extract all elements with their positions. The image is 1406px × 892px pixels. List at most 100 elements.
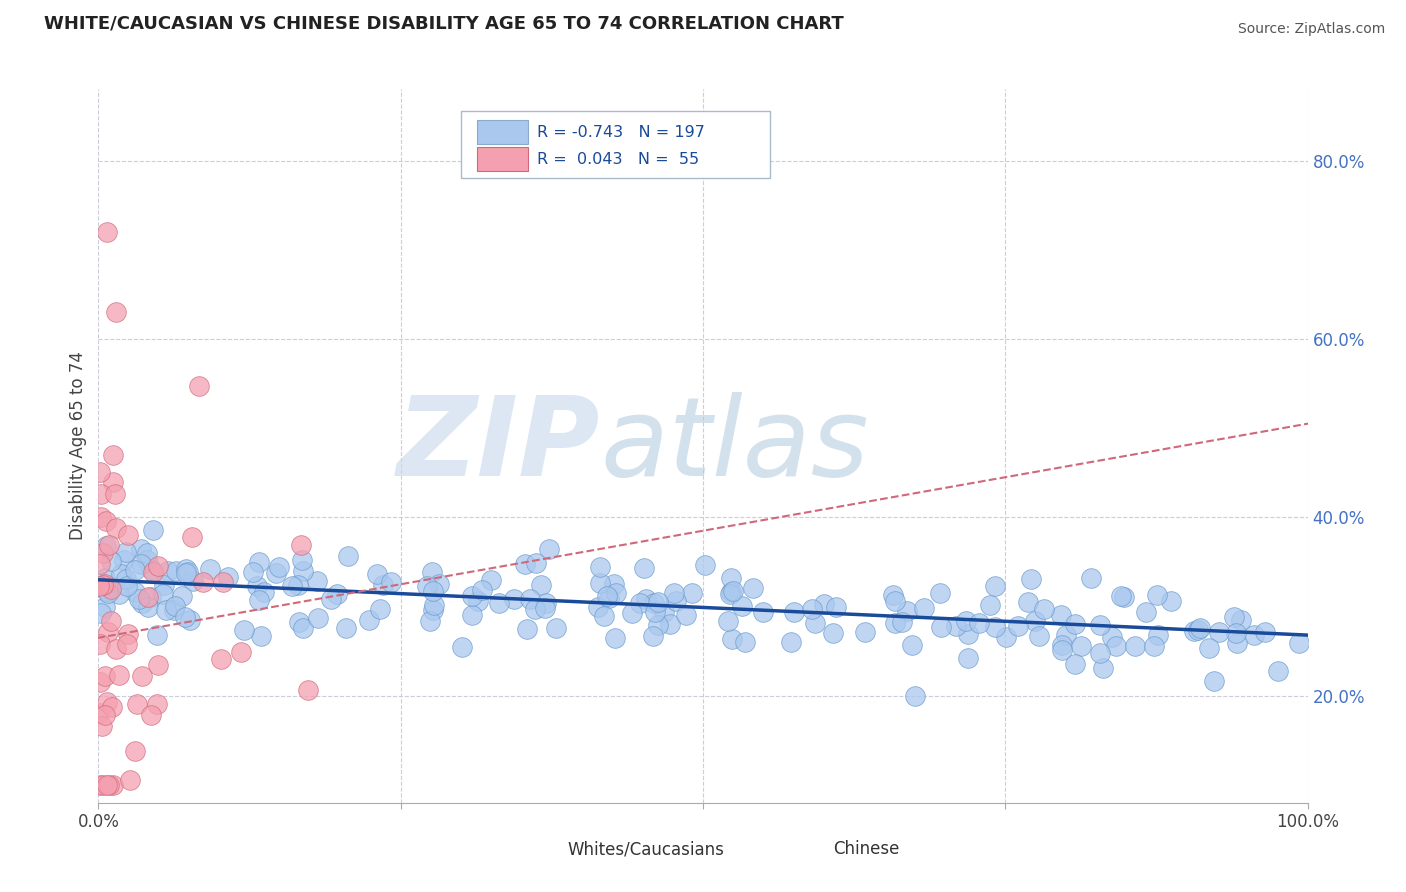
- Point: [100, 614, 122, 628]
- Point: [90, 606, 112, 620]
- Point: [94, 600, 117, 615]
- Point: [371, 578, 394, 592]
- Point: [108, 587, 131, 601]
- Point: [128, 592, 150, 607]
- Point: [628, 595, 651, 609]
- Point: [1017, 595, 1039, 609]
- Point: [281, 579, 304, 593]
- Point: [779, 634, 801, 648]
- Point: [721, 632, 744, 647]
- Point: [882, 588, 904, 602]
- Text: Source: ZipAtlas.com: Source: ZipAtlas.com: [1237, 22, 1385, 37]
- Point: [96, 695, 118, 709]
- FancyBboxPatch shape: [779, 838, 827, 860]
- Point: [1188, 621, 1211, 635]
- Point: [292, 564, 315, 578]
- Text: atlas: atlas: [600, 392, 869, 500]
- Point: [929, 585, 952, 599]
- Point: [979, 598, 1001, 612]
- Point: [108, 667, 131, 681]
- Point: [145, 697, 167, 711]
- Point: [984, 620, 1007, 634]
- Point: [644, 605, 666, 619]
- Point: [502, 592, 524, 607]
- Point: [652, 605, 675, 619]
- Point: [177, 565, 200, 579]
- Point: [647, 595, 669, 609]
- Point: [589, 576, 612, 591]
- Point: [96, 225, 118, 239]
- Point: [1114, 590, 1136, 604]
- Point: [94, 571, 117, 585]
- Point: [1007, 619, 1029, 633]
- Point: [104, 641, 127, 656]
- Point: [115, 573, 138, 587]
- Point: [173, 609, 195, 624]
- Point: [94, 708, 117, 723]
- Point: [647, 618, 669, 632]
- Point: [1088, 618, 1111, 632]
- Text: R = -0.743   N = 197: R = -0.743 N = 197: [537, 125, 706, 139]
- Point: [720, 584, 742, 599]
- Point: [139, 562, 162, 576]
- Point: [117, 528, 139, 542]
- Point: [450, 640, 472, 654]
- Point: [945, 619, 967, 633]
- Point: [1054, 628, 1077, 642]
- Point: [89, 675, 111, 690]
- Point: [534, 600, 557, 615]
- Point: [153, 578, 176, 592]
- Point: [94, 539, 117, 553]
- Point: [903, 689, 925, 703]
- FancyBboxPatch shape: [513, 838, 561, 860]
- Point: [233, 623, 256, 637]
- Point: [633, 560, 655, 574]
- Point: [253, 584, 276, 599]
- Point: [89, 466, 111, 480]
- Point: [101, 778, 124, 792]
- Point: [742, 581, 765, 595]
- Point: [1187, 624, 1209, 638]
- Point: [165, 599, 187, 613]
- Y-axis label: Disability Age 65 to 74: Disability Age 65 to 74: [69, 351, 87, 541]
- Point: [198, 561, 221, 575]
- Point: [1064, 657, 1087, 672]
- Point: [176, 566, 198, 581]
- Point: [155, 602, 177, 616]
- Point: [1135, 605, 1157, 619]
- Point: [804, 615, 827, 630]
- Point: [537, 541, 560, 556]
- Point: [1142, 639, 1164, 653]
- Point: [91, 546, 114, 560]
- Point: [782, 605, 804, 619]
- Point: [1050, 638, 1073, 652]
- Point: [290, 538, 312, 552]
- Point: [801, 602, 824, 616]
- Point: [586, 599, 609, 614]
- Point: [176, 562, 198, 576]
- Point: [287, 578, 309, 592]
- Point: [242, 565, 264, 579]
- Point: [181, 530, 204, 544]
- Point: [912, 601, 935, 615]
- Point: [422, 583, 444, 598]
- Point: [1109, 589, 1132, 603]
- Point: [900, 638, 922, 652]
- Point: [87, 706, 110, 720]
- Point: [422, 603, 444, 617]
- Point: [823, 626, 845, 640]
- Point: [209, 651, 232, 665]
- Point: [1230, 613, 1253, 627]
- Point: [752, 605, 775, 619]
- Point: [335, 621, 357, 635]
- Point: [1105, 640, 1128, 654]
- Point: [165, 564, 187, 578]
- Point: [89, 637, 111, 651]
- Point: [172, 589, 194, 603]
- Point: [1198, 640, 1220, 655]
- Point: [287, 615, 309, 630]
- Point: [179, 613, 201, 627]
- Point: [135, 546, 157, 560]
- Point: [131, 669, 153, 683]
- Point: [305, 574, 328, 589]
